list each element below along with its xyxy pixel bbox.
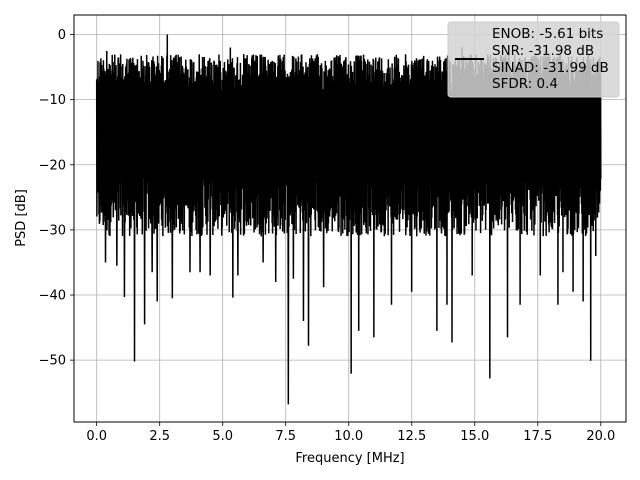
legend: ENOB: -5.61 bits SNR: -31.98 dB SINAD: -… <box>447 21 620 98</box>
y-tick-label: 0 <box>58 28 66 43</box>
x-axis-label: Frequency [MHz] <box>295 451 404 466</box>
y-tick-label: −50 <box>39 354 66 369</box>
x-tick-label: 0.0 <box>86 429 107 444</box>
legend-enob: ENOB: -5.61 bits <box>492 26 603 42</box>
x-tick-label: 12.5 <box>397 429 426 444</box>
legend-sinad: SINAD: -31.99 dB <box>492 60 609 76</box>
x-tick-label: 7.5 <box>275 429 296 444</box>
y-tick-label: −40 <box>39 289 66 304</box>
y-tick-label: −30 <box>39 223 66 238</box>
x-tick-label: 2.5 <box>149 429 170 444</box>
x-axis: 0.0 2.5 5.0 7.5 10.0 12.5 15.0 17.5 20.0 <box>86 422 615 444</box>
legend-sfdr: SFDR: 0.4 <box>492 76 558 92</box>
legend-box <box>447 21 620 98</box>
x-tick-label: 20.0 <box>586 429 615 444</box>
x-tick-label: 15.0 <box>460 429 489 444</box>
psd-series-line <box>95 34 602 405</box>
y-tick-label: −20 <box>39 158 66 173</box>
x-tick-label: 5.0 <box>212 429 233 444</box>
legend-snr: SNR: -31.98 dB <box>492 43 594 59</box>
x-tick-label: 17.5 <box>523 429 552 444</box>
plot-frame <box>73 14 627 423</box>
y-tick-label: −10 <box>39 93 66 108</box>
plot-area <box>95 34 602 405</box>
y-axis: 0 −10 −20 −30 −40 −50 <box>39 28 74 369</box>
x-tick-label: 10.0 <box>334 429 363 444</box>
y-axis-label: PSD [dB] <box>14 189 29 247</box>
